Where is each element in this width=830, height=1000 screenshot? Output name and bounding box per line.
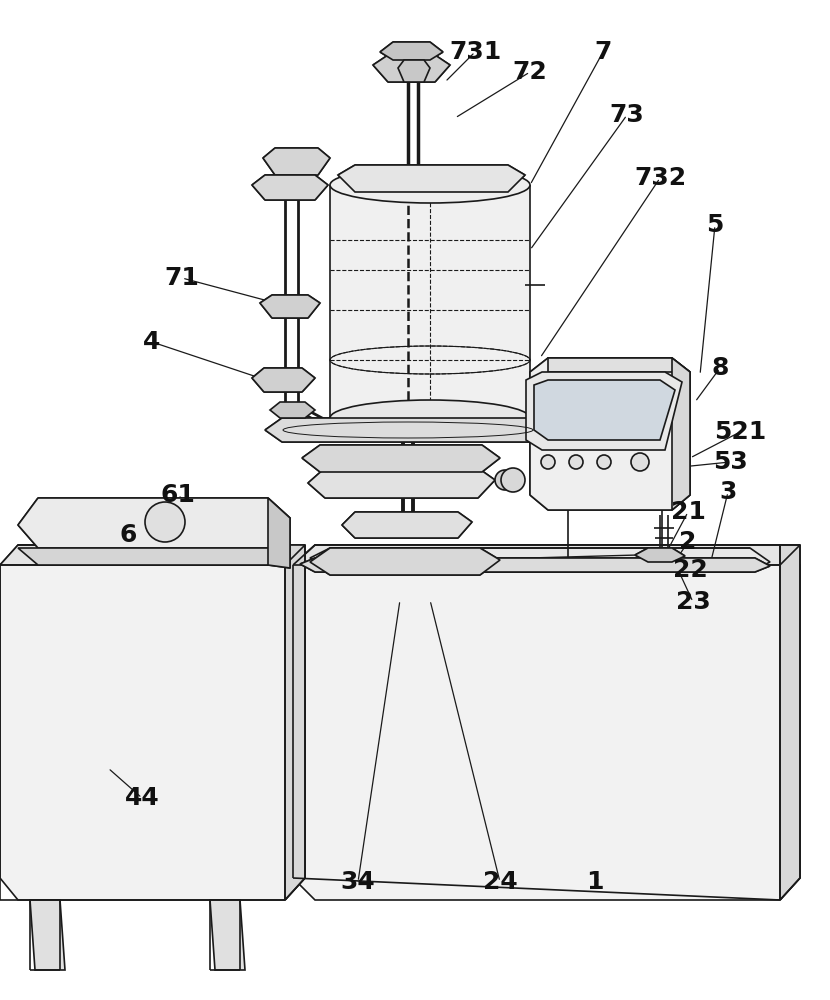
Polygon shape — [635, 548, 685, 562]
Circle shape — [631, 453, 649, 471]
Polygon shape — [534, 380, 675, 440]
Text: 73: 73 — [609, 103, 644, 127]
Text: 23: 23 — [676, 590, 710, 614]
Polygon shape — [293, 545, 800, 900]
Polygon shape — [302, 445, 500, 472]
Text: 732: 732 — [634, 166, 686, 190]
Circle shape — [541, 455, 555, 469]
Polygon shape — [780, 545, 800, 900]
Text: 731: 731 — [449, 40, 501, 64]
Polygon shape — [526, 372, 682, 450]
Text: 4: 4 — [144, 330, 161, 354]
Polygon shape — [270, 402, 315, 418]
Text: 71: 71 — [164, 266, 199, 290]
Circle shape — [501, 468, 525, 492]
Polygon shape — [268, 498, 290, 568]
Text: 3: 3 — [720, 480, 737, 504]
Text: 8: 8 — [711, 356, 729, 380]
Polygon shape — [18, 548, 290, 568]
Polygon shape — [308, 468, 495, 498]
Polygon shape — [338, 165, 525, 192]
Text: 34: 34 — [340, 870, 375, 894]
Circle shape — [495, 470, 515, 490]
Text: 6: 6 — [120, 523, 137, 547]
Polygon shape — [18, 498, 290, 548]
Text: 5: 5 — [706, 213, 724, 237]
Polygon shape — [0, 545, 305, 900]
Text: 72: 72 — [513, 60, 547, 84]
Polygon shape — [672, 358, 690, 510]
Text: 22: 22 — [672, 558, 707, 582]
Polygon shape — [260, 295, 320, 318]
Text: 521: 521 — [714, 420, 766, 444]
Polygon shape — [398, 60, 430, 82]
Text: 1: 1 — [586, 870, 603, 894]
Circle shape — [597, 455, 611, 469]
Text: 44: 44 — [124, 786, 159, 810]
Polygon shape — [530, 358, 690, 510]
Polygon shape — [310, 548, 770, 572]
Text: 61: 61 — [160, 483, 195, 507]
Polygon shape — [373, 55, 450, 82]
Polygon shape — [265, 418, 552, 442]
Polygon shape — [263, 148, 330, 175]
Polygon shape — [210, 900, 245, 970]
Ellipse shape — [330, 167, 530, 203]
Text: 24: 24 — [482, 870, 517, 894]
Polygon shape — [0, 545, 305, 565]
Polygon shape — [548, 358, 690, 372]
Polygon shape — [252, 368, 315, 392]
Polygon shape — [30, 900, 65, 970]
Polygon shape — [285, 545, 305, 900]
Polygon shape — [300, 558, 770, 572]
Circle shape — [569, 455, 583, 469]
Circle shape — [145, 502, 185, 542]
Polygon shape — [310, 548, 500, 575]
Text: 7: 7 — [594, 40, 612, 64]
Ellipse shape — [330, 400, 530, 436]
Text: 53: 53 — [713, 450, 747, 474]
Polygon shape — [330, 185, 530, 418]
Polygon shape — [293, 545, 800, 565]
Polygon shape — [380, 42, 443, 60]
Polygon shape — [252, 175, 328, 200]
Text: 2: 2 — [679, 530, 696, 554]
Polygon shape — [365, 553, 455, 565]
Text: 21: 21 — [671, 500, 705, 524]
Polygon shape — [342, 512, 472, 538]
